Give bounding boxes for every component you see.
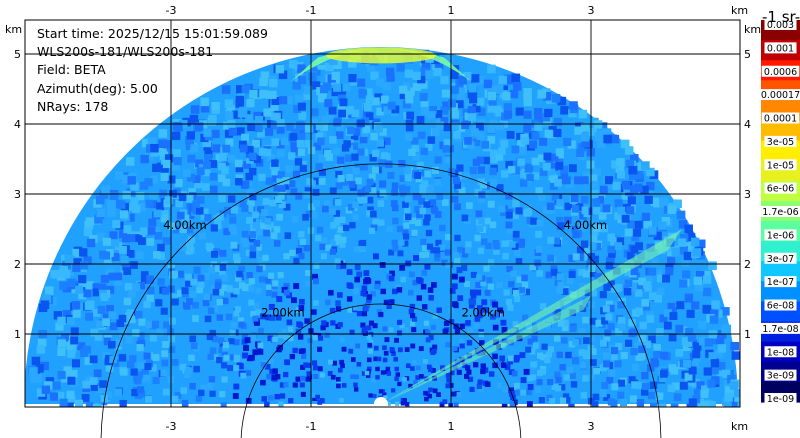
- grid-lines: [25, 20, 740, 407]
- start-time-text: Start time: 2025/12/15 15:01:59.089: [37, 26, 268, 41]
- x-tick-label: 1: [448, 420, 455, 433]
- info-panel: Start time: 2025/12/15 15:01:59.089 WLS2…: [37, 25, 268, 116]
- colorbar-label: 1e-09: [767, 394, 794, 405]
- colorbar-label: 6e-06: [767, 184, 794, 195]
- colorbar-label-bg: [764, 393, 797, 404]
- y-tick-label: 4: [14, 118, 21, 131]
- x-tick-label: -1: [306, 420, 317, 433]
- colorbar-label: 0.00017: [761, 90, 800, 101]
- colorbar-label-bg: [764, 19, 797, 30]
- y-tick-label: 3: [744, 188, 751, 201]
- ring-label-left: 2.00km: [261, 306, 304, 320]
- range-ring: [240, 303, 522, 438]
- ring-label-right: 4.00km: [564, 218, 607, 232]
- x-axis-top: -3 -1 1 3: [166, 4, 595, 17]
- x-axis-bottom: -3 -1 1 3: [166, 420, 595, 433]
- y-tick-label: 4: [744, 118, 751, 131]
- plot-frame: [24, 19, 741, 408]
- colorbar-label-bg: [761, 65, 800, 77]
- unit-label-bottom-right: km: [731, 420, 748, 433]
- colorbar-units: -1 sr-: [762, 8, 800, 26]
- colorbar-label: 3e-05: [767, 137, 794, 148]
- colorbar-label-bg: [764, 135, 797, 147]
- colorbar: 0.003 0.001 0.0006 0.00017 0.0001 3e-05 1e-05 6…: [758, 19, 800, 405]
- y-tick-label: 1: [14, 328, 21, 341]
- x-tick-label: 3: [588, 4, 595, 17]
- x-tick-label: -1: [306, 4, 317, 17]
- colorbar-label: 0.003: [767, 20, 794, 31]
- x-tick-label: 3: [588, 420, 595, 433]
- colorbar-label: 6e-08: [767, 301, 794, 312]
- instrument-text: WLS200s-181/WLS200s-181: [37, 44, 214, 60]
- colorbar-label: 1e-07: [767, 277, 794, 288]
- range-ring: [100, 163, 662, 438]
- colorbar-label: 0.001: [767, 43, 794, 54]
- unit-label-top-right: km: [731, 4, 748, 17]
- colorbar-label: 0.0006: [764, 67, 797, 78]
- ring-label-left: 4.00km: [163, 218, 206, 232]
- colorbar-label-bg: [764, 42, 797, 54]
- colorbar-label-bg: [764, 299, 797, 311]
- colorbar-label-bg: [758, 206, 800, 217]
- beta-field: [25, 47, 740, 407]
- y-tick-label: 5: [744, 48, 751, 61]
- azimuth-text: Azimuth(deg): 5.00: [37, 80, 158, 96]
- colorbar-label: 0.0001: [764, 114, 797, 125]
- colorbar-label-bg: [764, 346, 797, 358]
- colorbar-label-bg: [764, 182, 797, 194]
- y-tick-label: 3: [14, 188, 21, 201]
- unit-label-right: km: [744, 23, 761, 36]
- colorbar-label: 1e-08: [767, 347, 794, 358]
- y-tick-label: 2: [744, 258, 751, 271]
- colorbar-label: 1e-05: [767, 160, 794, 171]
- x-tick-label: -3: [166, 420, 177, 433]
- colorbar-label-bg: [764, 252, 797, 264]
- colorbar-label: 3e-07: [767, 254, 794, 265]
- colorbar-label-bg: [764, 159, 797, 171]
- colorbar-label: 1.7e-06: [762, 207, 798, 218]
- field-text: Field: BETA: [37, 62, 106, 78]
- colorbar-label-bg: [764, 229, 797, 241]
- colorbar-label: 3e-09: [767, 371, 794, 382]
- colorbar-label: 1e-06: [767, 230, 794, 241]
- ring-label-right: 2.00km: [461, 306, 504, 320]
- y-tick-label: 1: [744, 328, 751, 341]
- colorbar-label-bg: [758, 89, 800, 101]
- colorbar-label: 1.7e-08: [762, 324, 798, 335]
- y-axis-left: 1 2 3 4 5: [14, 48, 21, 341]
- x-tick-label: 1: [448, 4, 455, 17]
- colorbar-label-bg: [761, 112, 800, 124]
- nrays-text: NRays: 178: [37, 98, 109, 114]
- colorbar-label-bg: [764, 369, 797, 381]
- colorbar-label-bg: [758, 322, 800, 334]
- y-tick-label: 5: [14, 48, 21, 61]
- unit-label-top-left: km: [5, 23, 22, 36]
- range-rings: 2.00km 2.00km 4.00km 4.00km: [100, 163, 662, 438]
- colorbar-label-bg: [764, 276, 797, 288]
- y-axis-right: 1 2 3 4 5: [744, 48, 751, 341]
- x-tick-label: -3: [166, 4, 177, 17]
- y-tick-label: 2: [14, 258, 21, 271]
